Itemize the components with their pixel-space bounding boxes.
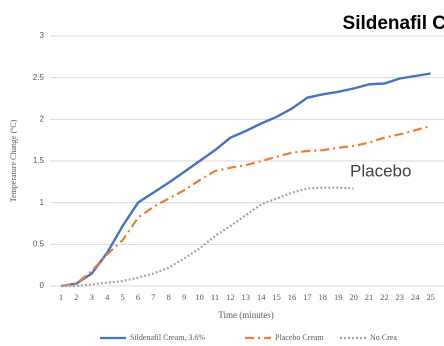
y-tick-label: 1 (40, 198, 45, 207)
x-tick-label: 1 (59, 292, 63, 302)
x-tick-label: 9 (182, 292, 186, 302)
x-tick-label: 12 (226, 292, 235, 302)
y-tick-label: 2 (40, 114, 45, 123)
x-tick-label: 19 (334, 292, 343, 302)
annotation: Placebo (350, 161, 411, 180)
series-line (61, 186, 354, 288)
x-tick-label: 11 (211, 292, 219, 302)
y-tick-label: 2.5 (33, 73, 45, 82)
x-tick-label: 23 (396, 292, 405, 302)
x-tick-label: 4 (105, 292, 110, 302)
legend-label: Placebo Cream (275, 333, 324, 342)
x-tick-label: 7 (151, 292, 155, 302)
x-tick-label: 24 (411, 292, 420, 302)
y-tick-label: 1.5 (33, 156, 45, 165)
x-tick-label: 2 (74, 292, 78, 302)
x-tick-label: 25 (426, 292, 435, 302)
x-tick-label: 21 (365, 292, 374, 302)
x-tick-label: 6 (136, 292, 140, 302)
y-tick-label: 0.5 (33, 239, 45, 248)
legend-label: Sildenafil Cream, 3.6% (130, 333, 205, 342)
series-line (60, 124, 431, 288)
chart-title: Sildenafil C (343, 13, 444, 34)
x-tick-label: 13 (242, 292, 251, 302)
x-tick-label: 18 (319, 292, 328, 302)
x-tick-label: 3 (90, 292, 94, 302)
y-tick-label: 3 (40, 31, 45, 40)
x-tick-label: 5 (120, 292, 124, 302)
x-tick-label: 10 (195, 292, 204, 302)
x-tick-label: 8 (167, 292, 171, 302)
series-line (60, 72, 431, 288)
x-tick-label: 16 (288, 292, 297, 302)
x-tick-label: 14 (257, 292, 266, 302)
y-tick-label: 0 (40, 281, 45, 290)
x-tick-label: 15 (272, 292, 281, 302)
y-axis-label: Temperature Change (°C) (9, 119, 18, 202)
x-tick-label: 20 (349, 292, 358, 302)
x-tick-label: 22 (380, 292, 389, 302)
x-axis-label: Time (minutes) (218, 310, 273, 320)
legend-label: No Crea (370, 333, 397, 342)
x-tick-label: 17 (303, 292, 312, 302)
